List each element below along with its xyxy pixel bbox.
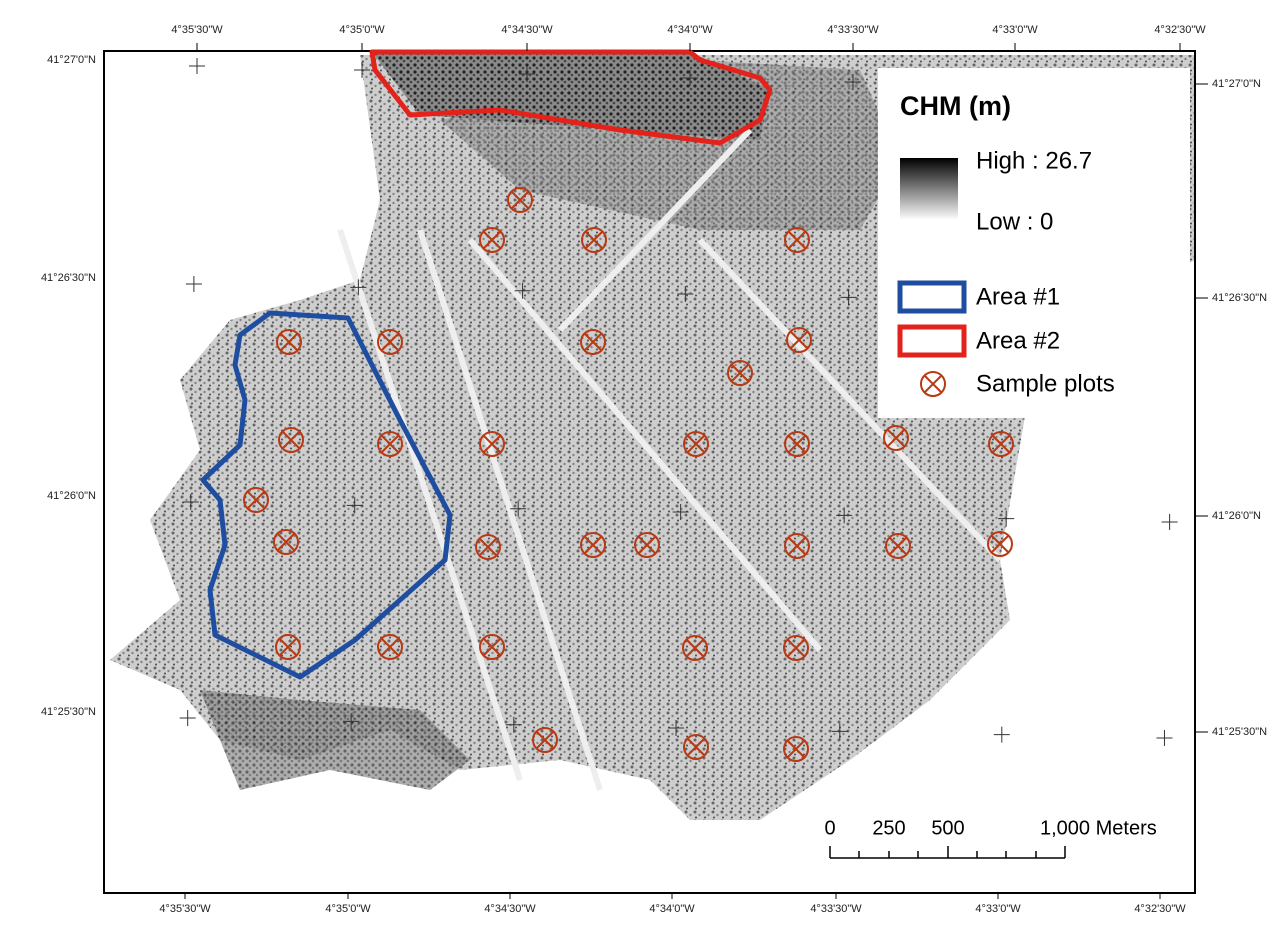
- x-coord-label: 4°34'0"W: [667, 24, 713, 36]
- x-coord-label: 4°35'30"W: [159, 903, 211, 915]
- y-coord-label: 41°26'30"N: [41, 272, 96, 284]
- page: 4°35'30"W 4°35'30"W 4°35'0"W 4°35'0"W 4°34'3…: [0, 0, 1281, 921]
- legend-title: CHM (m): [900, 91, 1011, 121]
- legend-low: Low : 0: [976, 208, 1053, 235]
- x-coord-label: 4°35'0"W: [339, 24, 385, 36]
- legend-item: Sample plots: [976, 370, 1115, 397]
- map: 4°35'30"W 4°35'30"W 4°35'0"W 4°35'0"W 4°34'3…: [0, 0, 1281, 921]
- legend-item: Area #1: [976, 283, 1060, 310]
- y-coord-label: 41°25'30"N: [41, 706, 96, 718]
- y-coord-label: 41°26'0"N: [1212, 510, 1261, 522]
- scale-label: 250: [872, 817, 905, 839]
- y-coord-label: 41°25'30"N: [1212, 726, 1267, 738]
- x-coord-label: 4°33'0"W: [975, 903, 1021, 915]
- x-coord-label: 4°35'0"W: [325, 903, 371, 915]
- y-coord-label: 41°26'30"N: [1212, 292, 1267, 304]
- legend-high: High : 26.7: [976, 147, 1092, 174]
- scale-label: 500: [931, 817, 964, 839]
- y-coord-label: 41°27'0"N: [1212, 78, 1261, 90]
- y-coord-label: 41°26'0"N: [47, 490, 96, 502]
- legend-item: Area #2: [976, 327, 1060, 354]
- x-coord-label: 4°34'0"W: [649, 903, 695, 915]
- x-coord-label: 4°33'30"W: [810, 903, 862, 915]
- scale-label: 0: [824, 817, 835, 839]
- legend-gradient: [900, 158, 958, 220]
- x-coord-label: 4°35'30"W: [171, 24, 223, 36]
- legend: CHM (m) High : 26.7 Low : 0 Area #1 Area…: [878, 68, 1190, 418]
- x-coord-label: 4°32'30"W: [1134, 903, 1186, 915]
- x-coord-label: 4°33'0"W: [992, 24, 1038, 36]
- y-coord-label: 41°27'0"N: [47, 54, 96, 66]
- x-coord-label: 4°32'30"W: [1154, 24, 1206, 36]
- x-coord-label: 4°33'30"W: [827, 24, 879, 36]
- x-coord-label: 4°34'30"W: [484, 903, 536, 915]
- scale-label: 1,000 Meters: [1040, 817, 1157, 839]
- x-coord-label: 4°34'30"W: [501, 24, 553, 36]
